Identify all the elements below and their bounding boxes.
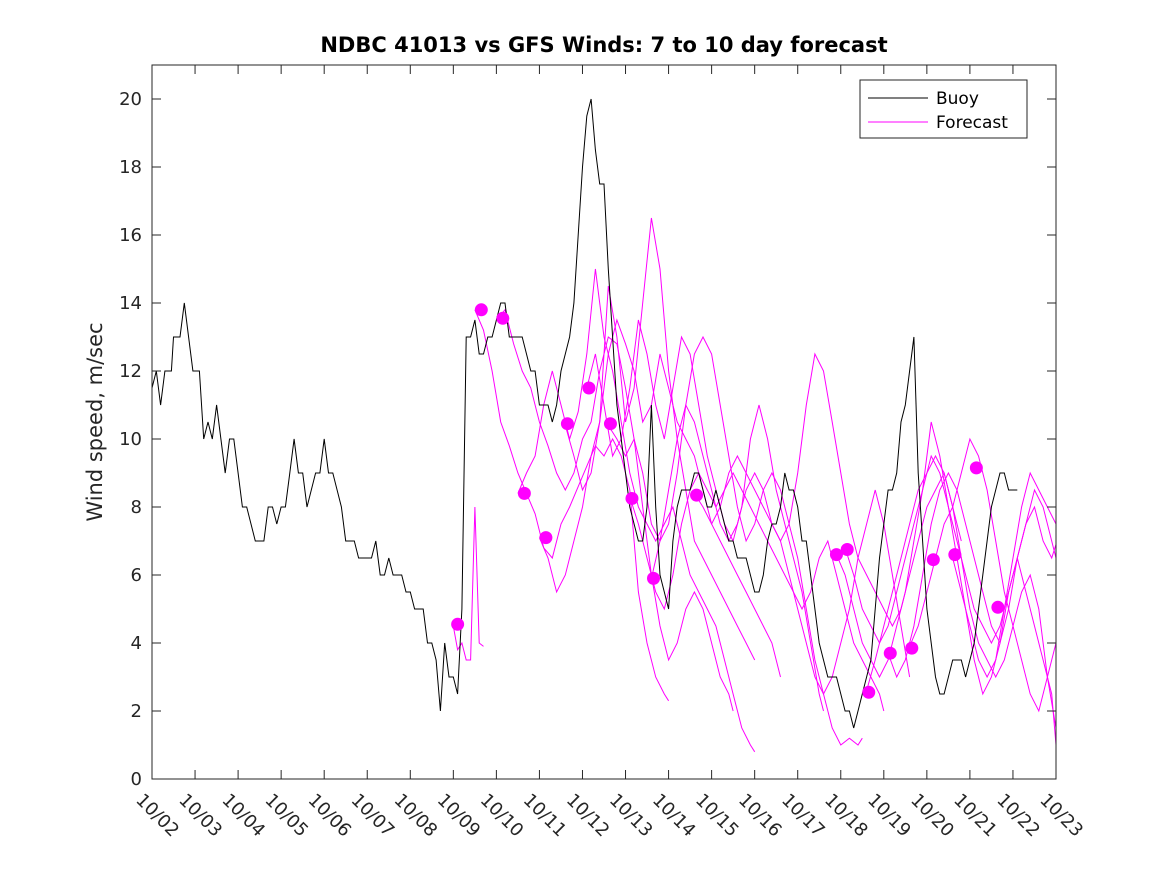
legend-box xyxy=(859,79,1028,139)
forecast-start-marker xyxy=(560,417,574,431)
forecast-series-line xyxy=(496,308,734,712)
forecast-start-marker xyxy=(969,461,983,475)
y-tick-label: 6 xyxy=(131,565,142,586)
forecast-series-line xyxy=(887,471,1057,679)
forecast-start-marker xyxy=(883,646,897,660)
y-tick-label: 20 xyxy=(119,89,142,110)
forecast-series-line xyxy=(586,319,824,712)
buoy-series-line xyxy=(151,98,1018,729)
y-tick-label: 2 xyxy=(131,701,142,722)
forecast-start-marker xyxy=(539,531,553,545)
forecast-start-marker xyxy=(582,381,596,395)
forecast-series-line xyxy=(474,309,670,702)
forecast-start-marker xyxy=(829,548,843,562)
forecast-start-marker xyxy=(517,486,531,500)
legend-buoy-label: Buoy xyxy=(936,89,979,109)
plot-frame xyxy=(151,64,1057,780)
forecast-start-marker xyxy=(862,685,876,699)
chart-title: NDBC 41013 vs GFS Winds: 7 to 10 day for… xyxy=(320,33,887,57)
y-tick-label: 8 xyxy=(131,497,142,518)
forecast-start-marker xyxy=(905,641,919,655)
forecast-series-line xyxy=(538,217,756,661)
forecast-start-marker xyxy=(647,571,661,585)
y-tick-label: 4 xyxy=(131,633,142,654)
y-tick-label: 14 xyxy=(119,293,142,314)
forecast-series-line xyxy=(452,506,484,661)
y-tick-label: 12 xyxy=(119,361,142,382)
marker-layer xyxy=(451,303,1005,699)
forecast-series-line xyxy=(866,454,1057,729)
forecast-series-line xyxy=(693,352,962,628)
y-tick-label: 10 xyxy=(119,429,142,450)
forecast-start-marker xyxy=(625,492,639,505)
forecast-start-marker xyxy=(474,303,488,317)
forecast-start-marker xyxy=(840,543,854,556)
forecast-series-line xyxy=(564,318,781,678)
forecast-start-marker xyxy=(496,311,510,325)
forecast-start-marker xyxy=(690,488,704,502)
series-layer xyxy=(151,98,1057,753)
legend: Buoy Forecast xyxy=(859,79,1028,139)
forecast-series-line xyxy=(952,471,1057,679)
y-tick-label: 16 xyxy=(119,225,142,246)
y-tick-label: 0 xyxy=(131,769,142,790)
forecast-start-marker xyxy=(991,600,1005,614)
y-tick-label: 18 xyxy=(119,157,142,178)
legend-forecast-label: Forecast xyxy=(936,113,1008,133)
forecast-start-marker xyxy=(948,548,962,562)
forecast-start-marker xyxy=(926,553,940,567)
forecast-start-marker xyxy=(451,617,465,631)
forecast-start-marker xyxy=(603,417,617,431)
plot-area xyxy=(152,65,1056,779)
y-axis-label: Wind speed, m/sec xyxy=(83,322,107,521)
forecast-series-line xyxy=(629,471,885,712)
